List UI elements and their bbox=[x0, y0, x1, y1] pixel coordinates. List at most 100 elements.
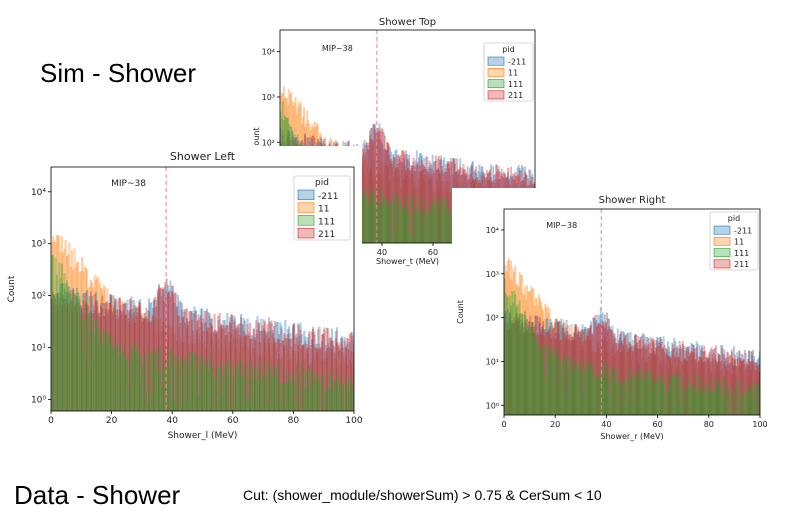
bar-pid-211 bbox=[447, 164, 450, 243]
bar-pid-111 bbox=[389, 201, 391, 243]
bar-pid-211 bbox=[665, 353, 668, 415]
bar-pid-211 bbox=[297, 345, 299, 411]
bar-pid-211 bbox=[364, 145, 367, 243]
bar-pid-211 bbox=[180, 303, 183, 411]
bar-pid-211 bbox=[617, 344, 620, 415]
bar-pid-211 bbox=[283, 345, 286, 411]
bar-pid-211 bbox=[668, 355, 670, 415]
bar-pid-111 bbox=[432, 202, 435, 243]
bar-pid-111 bbox=[180, 358, 183, 411]
bar-pid-111 bbox=[153, 348, 155, 411]
y-tick-label: 10⁰ bbox=[31, 395, 46, 405]
bar-pid-211 bbox=[386, 142, 388, 243]
bar-pid-111 bbox=[604, 362, 606, 415]
bar-pid-211 bbox=[379, 131, 382, 243]
bar-pid-111 bbox=[407, 211, 410, 243]
bar-pid-111 bbox=[313, 370, 316, 411]
legend-entry: 11 bbox=[734, 238, 744, 247]
bar-pid-211 bbox=[422, 164, 424, 243]
bar-pid-111 bbox=[610, 369, 613, 415]
bar-pid-111 bbox=[598, 366, 601, 415]
bar-pid-211 bbox=[158, 286, 161, 411]
bar-pid-111 bbox=[524, 311, 526, 415]
bar-pid-111 bbox=[393, 194, 396, 243]
bar-pid-111 bbox=[58, 262, 61, 411]
legend-entry: -211 bbox=[734, 226, 752, 235]
bar-pid-211 bbox=[146, 318, 149, 411]
bar-pid-211 bbox=[336, 342, 339, 411]
bar-pid-111 bbox=[62, 283, 65, 411]
bar-pid-211 bbox=[724, 360, 727, 415]
bar-pid-111 bbox=[574, 372, 576, 415]
bar-pid-111 bbox=[660, 372, 663, 415]
bar-pid-111 bbox=[370, 189, 372, 243]
bar-pid-111 bbox=[254, 368, 256, 411]
bar-pid-111 bbox=[580, 363, 583, 415]
plot-frame bbox=[50, 166, 355, 412]
bar-pid-111 bbox=[163, 361, 166, 411]
bar-pid-111 bbox=[516, 304, 519, 415]
bar-pid-111 bbox=[57, 292, 60, 411]
bar-pid-111 bbox=[677, 374, 680, 415]
bar-pid-111 bbox=[81, 351, 84, 411]
bar-pid-211 bbox=[748, 351, 750, 415]
bar-pid-211 bbox=[246, 324, 249, 411]
bar-pid-111 bbox=[735, 381, 737, 415]
bar-pid-111 bbox=[619, 379, 621, 415]
bar-pid-111 bbox=[392, 200, 395, 243]
bar-pid-111 bbox=[663, 382, 666, 415]
bar-pid-111 bbox=[390, 196, 393, 243]
bar-pid-211 bbox=[731, 349, 733, 415]
bar-pid-111 bbox=[593, 378, 596, 415]
bar-pid-211 bbox=[621, 342, 623, 415]
bar-pid-211 bbox=[249, 322, 251, 411]
bar-pid-111 bbox=[132, 342, 135, 411]
bar-pid-211 bbox=[332, 340, 335, 411]
bar-pid-211 bbox=[438, 155, 440, 243]
bar-pid-211 bbox=[741, 361, 744, 415]
histogram-bars bbox=[51, 234, 354, 411]
bar-pid-111 bbox=[385, 198, 387, 243]
bar-pid-111 bbox=[587, 363, 589, 415]
bar-pid-211 bbox=[368, 142, 370, 243]
shower-right-chart: Shower Right MIP~38 0 20 40 60 80 100 10⁰ 10¹ 10² 1… bbox=[456, 195, 768, 441]
bar-pid-211 bbox=[419, 165, 421, 243]
bar-pid-211 bbox=[599, 324, 602, 415]
bar-pid-211 bbox=[374, 124, 377, 243]
bar-pid-111 bbox=[705, 391, 708, 415]
bar-pid-111 bbox=[189, 368, 192, 411]
bar-pid-111 bbox=[276, 364, 279, 411]
bar-pid-111 bbox=[426, 212, 429, 243]
bar-pid-111 bbox=[115, 345, 118, 411]
bar-pid-111 bbox=[371, 193, 373, 243]
bar-pid-211 bbox=[686, 361, 688, 415]
chart-title: Shower Right bbox=[599, 195, 666, 206]
bar-pid-111 bbox=[364, 194, 367, 243]
bar-pid-211 bbox=[380, 127, 383, 243]
bar-pid-211 bbox=[326, 327, 328, 411]
bar-pid-111 bbox=[541, 343, 543, 415]
bar-pid-211 bbox=[424, 166, 427, 243]
bar-pid-111 bbox=[504, 279, 506, 415]
bar-pid-211 bbox=[371, 140, 373, 243]
bar-pid-111 bbox=[259, 361, 262, 411]
bar-pid-111 bbox=[60, 263, 63, 411]
bar-pid-111 bbox=[552, 358, 555, 415]
bar-pid-111 bbox=[704, 384, 707, 415]
bar-pid-211 bbox=[337, 345, 340, 411]
bar-pid-111 bbox=[223, 365, 226, 411]
y-tick-label: 10² bbox=[486, 314, 499, 323]
x-axis-label: Shower_t (MeV) bbox=[376, 257, 439, 266]
bar-pid-111 bbox=[611, 371, 614, 415]
bar-pid-111 bbox=[101, 343, 104, 411]
bar-pid-211 bbox=[639, 339, 641, 415]
x-tick-label: 40 bbox=[166, 416, 178, 426]
bar-pid-111 bbox=[387, 205, 389, 243]
bar-pid-211 bbox=[255, 320, 258, 411]
bar-pid-211 bbox=[312, 327, 315, 411]
bar-pid-111 bbox=[184, 358, 187, 411]
bar-pid-211 bbox=[290, 346, 293, 411]
mip-annotation: MIP~38 bbox=[111, 179, 146, 189]
bar-pid-211 bbox=[712, 359, 715, 415]
bar-pid-111 bbox=[319, 410, 322, 411]
